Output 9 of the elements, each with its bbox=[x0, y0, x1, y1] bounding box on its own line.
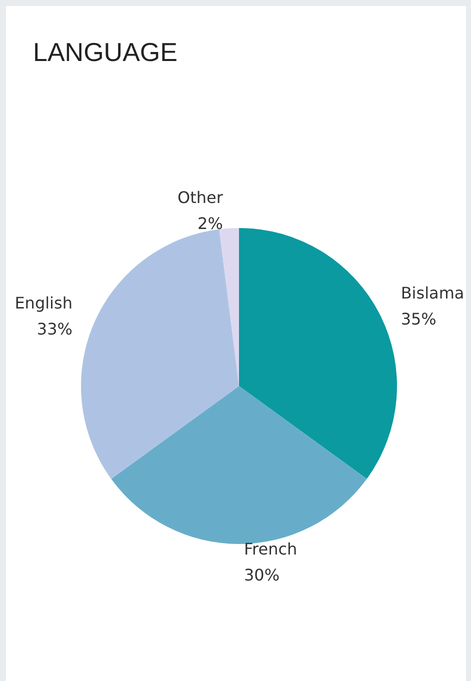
slice-label: English bbox=[14, 294, 72, 313]
slice-label: Other bbox=[178, 188, 224, 207]
data-label: 2% bbox=[198, 214, 223, 233]
data-label: 30% bbox=[244, 566, 280, 584]
slice-label: Bislama bbox=[400, 284, 464, 303]
slice-label: French bbox=[244, 540, 298, 558]
data-label: 35% bbox=[400, 310, 436, 329]
data-label: 33% bbox=[36, 320, 72, 339]
chart-title: LANGUAGE bbox=[33, 37, 178, 67]
